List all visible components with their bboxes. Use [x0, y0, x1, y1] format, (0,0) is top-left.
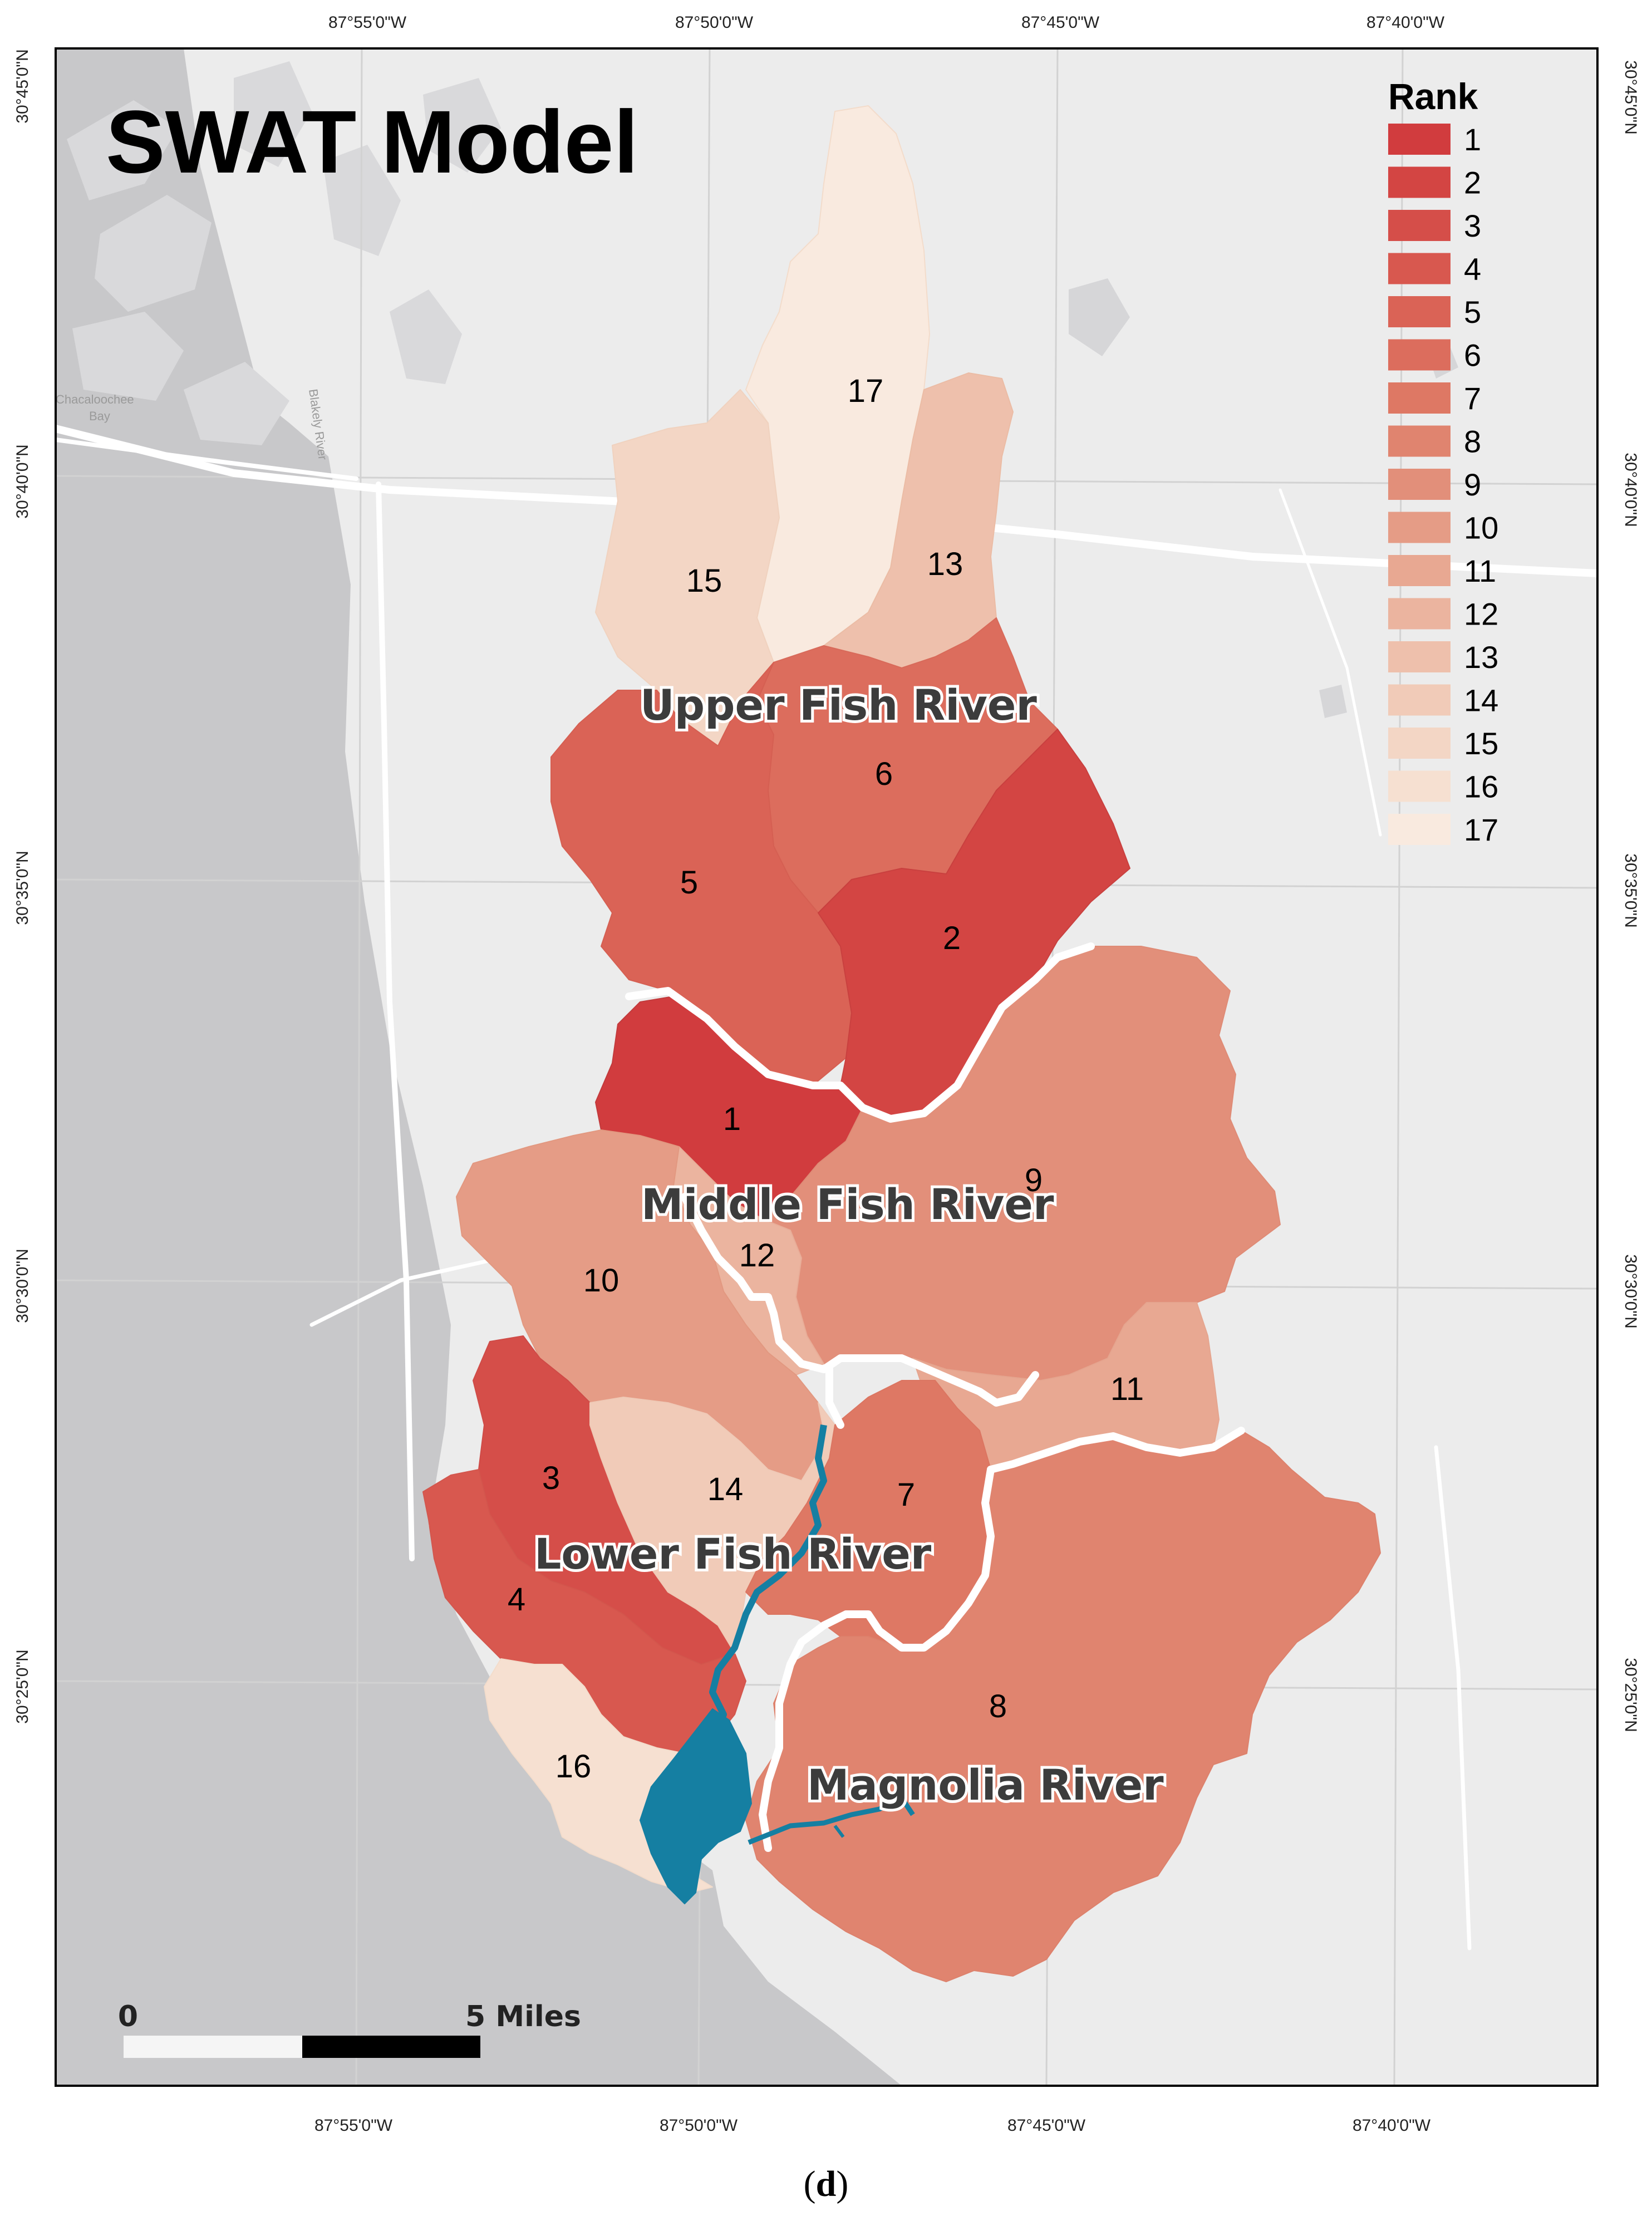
- legend-label-14: 14: [1464, 683, 1498, 718]
- left-latitude-label: 30°45'0"N: [13, 49, 32, 123]
- legend-swatch-13: [1388, 641, 1451, 672]
- subwatersheds: [422, 105, 1381, 1982]
- legend-label-5: 5: [1464, 294, 1481, 330]
- right-latitude-label: 30°25'0"N: [1621, 1658, 1640, 1732]
- scale-bar-start-label: 0: [118, 2000, 138, 2033]
- region-label-magnolia-river: Magnolia River: [807, 1760, 1164, 1810]
- place-label: Bay: [89, 409, 110, 423]
- map-title: SWAT Model: [106, 92, 638, 191]
- left-latitude-label: 30°40'0"N: [13, 444, 32, 518]
- legend-swatch-1: [1388, 124, 1451, 155]
- legend-swatch-7: [1388, 382, 1451, 414]
- bottom-longitude-label: 87°45'0"W: [1007, 2116, 1086, 2135]
- bottom-longitude-label: 87°40'0"W: [1353, 2116, 1431, 2135]
- legend-label-17: 17: [1464, 812, 1498, 847]
- scale-bar: 0 5 Miles: [118, 2000, 581, 2058]
- legend-label-1: 1: [1464, 122, 1481, 157]
- subwatershed-label-16: 16: [555, 1748, 592, 1785]
- top-longitude-label: 87°45'0"W: [1021, 13, 1100, 32]
- subwatershed-label-15: 15: [686, 563, 722, 599]
- legend-label-9: 9: [1464, 467, 1481, 502]
- subwatershed-label-1: 1: [723, 1101, 741, 1137]
- top-longitude-label: 87°55'0"W: [328, 13, 407, 32]
- subwatershed-label-4: 4: [508, 1581, 525, 1618]
- legend-label-12: 12: [1464, 597, 1498, 632]
- figure-caption-letter: d: [816, 2164, 837, 2204]
- figure-caption: (d): [804, 2164, 849, 2204]
- left-latitude-label: 30°35'0"N: [13, 851, 32, 925]
- legend-label-4: 4: [1464, 252, 1481, 287]
- map-frame-border: [55, 47, 1599, 2087]
- subwatershed-label-9: 9: [1025, 1162, 1043, 1198]
- left-latitude-label: 30°30'0"N: [13, 1249, 32, 1323]
- legend-label-7: 7: [1464, 381, 1481, 416]
- subwatershed-label-3: 3: [542, 1460, 560, 1496]
- subwatershed-label-10: 10: [583, 1262, 620, 1299]
- subwatershed-label-2: 2: [943, 920, 961, 956]
- left-latitude-label: 30°25'0"N: [13, 1649, 32, 1723]
- legend-swatch-15: [1388, 728, 1451, 759]
- subwatershed-label-14: 14: [707, 1471, 744, 1507]
- subwatershed-8: [745, 1430, 1381, 1982]
- legend-swatch-11: [1388, 555, 1451, 586]
- subwatershed-label-5: 5: [680, 864, 698, 901]
- legend-title: Rank: [1388, 76, 1478, 117]
- legend-label-16: 16: [1464, 769, 1498, 804]
- legend-swatch-6: [1388, 339, 1451, 371]
- scale-bar-white-segment: [124, 2036, 302, 2058]
- legend-swatch-2: [1388, 166, 1451, 198]
- legend-swatch-10: [1388, 512, 1451, 543]
- subwatershed-label-13: 13: [927, 546, 963, 582]
- subwatershed-label-6: 6: [875, 756, 893, 792]
- place-label: Chacaloochee: [56, 392, 134, 406]
- map-frame: Chacaloochee Bay Blakely River: [56, 48, 1597, 2086]
- legend-label-11: 11: [1464, 553, 1496, 588]
- legend-label-10: 10: [1464, 510, 1498, 546]
- subwatershed-label-7: 7: [897, 1477, 915, 1513]
- bottom-longitude-label: 87°50'0"W: [660, 2116, 738, 2135]
- region-label-lower-fish-river: Lower Fish River: [534, 1529, 932, 1579]
- legend-swatch-16: [1388, 770, 1451, 802]
- top-longitude-label: 87°50'0"W: [675, 13, 754, 32]
- right-latitude-label: 30°45'0"N: [1621, 60, 1640, 134]
- bottom-longitude-label: 87°55'0"W: [314, 2116, 393, 2135]
- delta-islands: [67, 61, 501, 445]
- scale-bar-black-segment: [302, 2036, 480, 2058]
- legend-swatch-4: [1388, 253, 1451, 284]
- region-label-middle-fish-river: Middle Fish River: [641, 1180, 1054, 1229]
- subwatershed-label-17: 17: [848, 373, 884, 409]
- watershed-boundaries: [625, 942, 1245, 1852]
- legend-swatch-8: [1388, 425, 1451, 457]
- legend-swatch-9: [1388, 469, 1451, 500]
- subwatershed-label-11: 11: [1110, 1371, 1144, 1407]
- legend-label-15: 15: [1464, 726, 1498, 761]
- legend-label-2: 2: [1464, 165, 1481, 200]
- subwatershed-label-8: 8: [989, 1688, 1007, 1724]
- right-latitude-label: 30°30'0"N: [1621, 1254, 1640, 1328]
- region-label-upper-fish-river: Upper Fish River: [640, 680, 1037, 730]
- legend-swatch-12: [1388, 598, 1451, 630]
- bay-water: [56, 48, 902, 2086]
- legend-swatch-14: [1388, 684, 1451, 716]
- weeks-bay: [640, 1708, 752, 1904]
- legend-label-13: 13: [1464, 640, 1498, 675]
- subwatershed-label-12: 12: [739, 1237, 775, 1274]
- legend-swatch-5: [1388, 296, 1451, 327]
- legend-swatch-3: [1388, 210, 1451, 241]
- legend-label-8: 8: [1464, 424, 1481, 459]
- legend-label-3: 3: [1464, 208, 1481, 243]
- right-latitude-label: 30°40'0"N: [1621, 453, 1640, 527]
- legend-label-6: 6: [1464, 338, 1481, 373]
- top-longitude-label: 87°40'0"W: [1366, 13, 1445, 32]
- scale-bar-end-label: 5 Miles: [465, 2000, 581, 2033]
- fish-river: [640, 1424, 915, 1904]
- right-latitude-label: 30°35'0"N: [1621, 853, 1640, 927]
- legend-swatch-17: [1388, 814, 1451, 845]
- subwatershed-labels: 17 15 13 6 5 2 1 9 12 10 11 3 14 7 4 8 1…: [508, 373, 1144, 1785]
